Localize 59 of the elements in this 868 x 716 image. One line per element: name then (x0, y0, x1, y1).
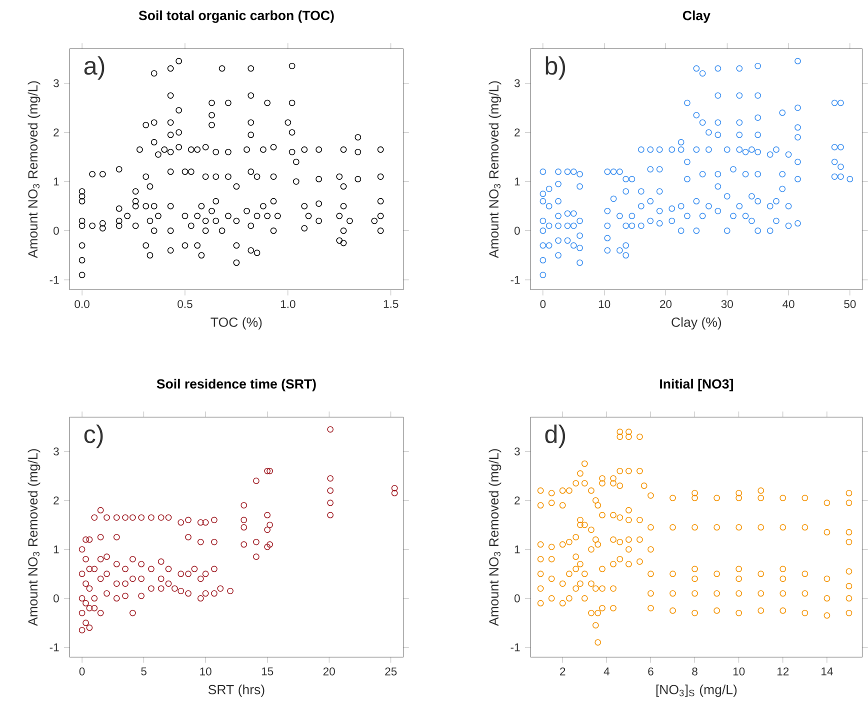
y-tick-label: 2 (514, 128, 520, 136)
annotation: c) (84, 424, 103, 448)
x-tick-label: 10 (733, 668, 745, 676)
annotation: b) (546, 56, 566, 80)
x-tick-label: 20 (660, 300, 672, 308)
x-tick-label: 2 (560, 668, 566, 676)
x-tick-label: 6 (648, 668, 654, 676)
y-tick-label: -1 (510, 644, 520, 652)
y-tick-label: 1 (514, 178, 520, 186)
x-axis-title: [NO$_{3}$]$_{S}$ (mg/L) (656, 684, 737, 698)
x-axis-title: Clay (%) (672, 317, 722, 330)
x-tick-label: 1.0 (280, 300, 296, 308)
y-tick-label: 1 (514, 546, 520, 554)
x-tick-label: 20 (323, 668, 335, 676)
x-tick-label: 40 (782, 300, 794, 308)
x-tick-label: 0.0 (74, 300, 90, 308)
y-tick-label: -1 (50, 644, 59, 652)
y-tick-label: 0 (514, 594, 520, 602)
x-tick-label: 25 (385, 668, 397, 676)
y-axis-title: Amount NO$_{3}$ Removed (mg/L) (488, 449, 502, 626)
y-tick-label: 1 (54, 178, 59, 186)
x-axis-title: TOC (%) (210, 317, 262, 330)
chart-title: Initial [NO3] (660, 378, 733, 392)
y-tick-label: 2 (54, 128, 59, 136)
y-tick-label: 3 (54, 79, 59, 88)
chart-title: Clay (682, 10, 710, 23)
y-axis-title: Amount NO$_{3}$ Removed (mg/L) (28, 81, 40, 258)
y-tick-label: 2 (514, 496, 520, 504)
x-tick-label: 0.5 (178, 300, 192, 308)
chart-title: Soil total organic carbon (TOC) (138, 10, 334, 23)
x-tick-label: 14 (822, 668, 833, 676)
x-tick-label: 0 (540, 300, 546, 308)
y-tick-label: 2 (54, 496, 59, 504)
y-axis-title: Amount NO$_{3}$ Removed (mg/L) (488, 81, 502, 258)
y-tick-label: 3 (514, 448, 520, 456)
x-tick-label: 10 (200, 668, 212, 676)
chart-title: Soil residence time (SRT) (156, 378, 316, 392)
x-tick-label: 0 (79, 668, 85, 676)
x-tick-label: 5 (141, 668, 146, 676)
x-tick-label: 50 (844, 300, 856, 308)
x-tick-label: 1.5 (384, 300, 398, 308)
y-tick-label: -1 (510, 276, 520, 284)
x-tick-label: 8 (692, 668, 698, 676)
x-axis-title: SRT (hrs) (208, 684, 264, 698)
x-tick-label: 15 (262, 668, 274, 676)
y-tick-label: 3 (514, 79, 520, 88)
x-tick-label: 12 (777, 668, 789, 676)
x-tick-label: 30 (721, 300, 733, 308)
x-tick-label: 10 (598, 300, 610, 308)
y-tick-label: 1 (54, 546, 59, 554)
y-tick-label: 0 (54, 226, 59, 235)
y-tick-label: 3 (54, 448, 59, 456)
y-axis-title: Amount NO$_{3}$ Removed (mg/L) (28, 449, 40, 626)
annotation: d) (545, 424, 566, 448)
y-tick-label: 0 (54, 594, 59, 602)
x-tick-label: 4 (604, 668, 610, 676)
y-tick-label: 0 (514, 226, 520, 235)
y-tick-label: -1 (50, 276, 59, 284)
annotation: a) (84, 56, 104, 80)
